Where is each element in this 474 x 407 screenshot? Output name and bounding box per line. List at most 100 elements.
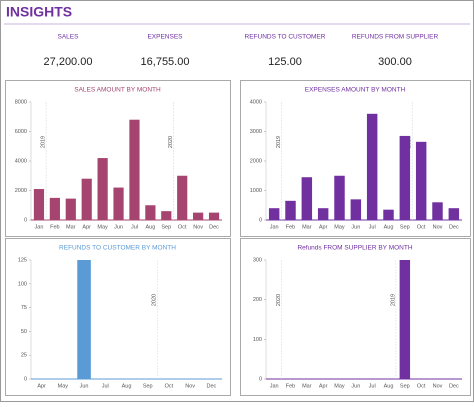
x-tick-label: Dec xyxy=(449,383,459,389)
x-tick-label: Jun xyxy=(114,224,123,230)
x-tick-label: Oct xyxy=(417,383,426,389)
bar xyxy=(285,200,296,220)
x-tick-label: Aug xyxy=(122,383,132,389)
bar xyxy=(399,135,411,220)
x-tick-label: Nov xyxy=(193,224,203,230)
bar xyxy=(208,212,220,220)
bar xyxy=(399,260,411,379)
y-tick-label: 25 xyxy=(21,353,27,359)
x-tick-label: Oct xyxy=(417,224,426,230)
x-tick-label: Jul xyxy=(131,224,138,230)
x-tick-label: Aug xyxy=(384,383,394,389)
year-label: 2019 xyxy=(41,136,47,148)
y-tick-label: 100 xyxy=(253,337,262,343)
bar xyxy=(97,158,108,220)
bar xyxy=(77,260,91,379)
kpi-value: 125.00 xyxy=(268,56,302,68)
x-tick-label: Aug xyxy=(145,224,155,230)
chart-title: REFUNDS TO CUSTOMER BY MONTH xyxy=(59,245,176,252)
year-label: 2020 xyxy=(276,294,282,306)
x-tick-label: Dec xyxy=(206,383,216,389)
x-tick-label: Sep xyxy=(400,224,410,230)
bar xyxy=(129,119,140,220)
x-tick-label: Jun xyxy=(351,224,360,230)
bar xyxy=(301,177,313,220)
bar xyxy=(317,208,329,220)
bar xyxy=(145,205,156,220)
x-tick-label: Apr xyxy=(37,383,46,389)
y-tick-label: 125 xyxy=(18,257,27,263)
bar xyxy=(49,197,60,220)
y-tick-label: 3000 xyxy=(250,129,262,135)
x-tick-label: May xyxy=(334,224,345,230)
x-tick-label: May xyxy=(58,383,69,389)
chart-title: EXPENSES AMOUNT BY MONTH xyxy=(305,87,406,94)
chart-title: Refunds FROM SUPPLIER BY MONTH xyxy=(297,245,412,252)
y-tick-label: 1000 xyxy=(250,188,262,194)
x-tick-label: May xyxy=(97,224,108,230)
x-tick-label: Mar xyxy=(302,224,312,230)
year-label: 2019 xyxy=(390,294,396,306)
y-tick-label: 0 xyxy=(24,376,27,382)
bar xyxy=(334,175,345,220)
y-tick-label: 2000 xyxy=(250,158,262,164)
x-tick-label: Apr xyxy=(319,383,328,389)
bar xyxy=(448,208,460,220)
x-tick-label: Nov xyxy=(433,383,443,389)
x-tick-label: Oct xyxy=(165,383,174,389)
bar xyxy=(383,209,394,220)
year-label: 2019 xyxy=(276,136,282,148)
kpi-label: SALES xyxy=(58,34,80,41)
year-label: 2020 xyxy=(152,294,158,306)
kpi-label: REFUNDS TO CUSTOMER xyxy=(245,34,326,41)
y-tick-label: 300 xyxy=(253,257,262,263)
y-tick-label: 100 xyxy=(18,281,27,287)
chart-title: SALES AMOUNT BY MONTH xyxy=(74,87,161,94)
x-tick-label: Jun xyxy=(351,383,360,389)
bar xyxy=(33,189,45,220)
kpi-value: 16,755.00 xyxy=(141,56,190,68)
kpi-label: EXPENSES xyxy=(147,34,183,41)
x-tick-label: Aug xyxy=(384,224,394,230)
bar xyxy=(81,178,92,220)
y-tick-label: 2000 xyxy=(15,188,27,194)
x-tick-label: Feb xyxy=(286,383,295,389)
y-tick-label: 50 xyxy=(21,329,27,335)
bar xyxy=(415,141,427,220)
x-tick-label: Oct xyxy=(178,224,187,230)
x-tick-label: Nov xyxy=(433,224,443,230)
bar xyxy=(366,113,378,220)
chart-panel xyxy=(240,238,471,396)
x-tick-label: Dec xyxy=(209,224,219,230)
bar xyxy=(177,175,188,220)
y-tick-label: 75 xyxy=(21,305,27,311)
x-tick-label: Jul xyxy=(102,383,109,389)
chart-panel xyxy=(5,238,231,396)
x-tick-label: Apr xyxy=(82,224,91,230)
x-tick-label: Jul xyxy=(369,383,376,389)
y-tick-label: 4000 xyxy=(15,158,27,164)
y-tick-label: 6000 xyxy=(15,129,27,135)
bar xyxy=(268,208,280,220)
x-tick-label: May xyxy=(334,383,345,389)
x-tick-label: Sep xyxy=(143,383,153,389)
x-tick-label: Nov xyxy=(185,383,195,389)
kpi-value: 27,200.00 xyxy=(44,56,93,68)
x-tick-label: Apr xyxy=(319,224,328,230)
bar xyxy=(432,202,443,220)
x-tick-label: Sep xyxy=(161,224,171,230)
kpi-label: REFUNDS FROM SUPPLIER xyxy=(352,34,439,41)
x-tick-label: Sep xyxy=(400,383,410,389)
x-tick-label: Feb xyxy=(286,224,295,230)
y-tick-label: 0 xyxy=(24,217,27,223)
x-tick-label: Dec xyxy=(449,224,459,230)
x-tick-label: Jun xyxy=(80,383,89,389)
x-tick-label: Jan xyxy=(270,224,279,230)
bar xyxy=(161,211,172,220)
bar xyxy=(193,212,204,220)
kpi-value: 300.00 xyxy=(378,56,412,68)
bar xyxy=(65,198,76,220)
x-tick-label: Mar xyxy=(302,383,312,389)
y-tick-label: 0 xyxy=(259,217,262,223)
